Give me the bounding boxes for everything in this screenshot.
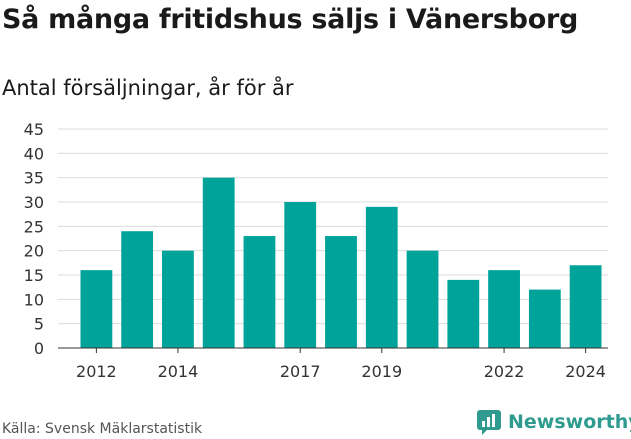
x-axis-ticks: 2012 2014 2017 2019 2022 2024 [58,347,608,381]
y-axis-ticks: 0 5 10 15 20 25 30 35 40 45 [24,120,44,358]
y-tick-label-25: 25 [24,217,44,236]
y-tick-label-40: 40 [24,144,44,163]
bar-2016 [243,236,276,348]
x-tick-label-2024: 2024 [565,362,606,381]
brand-name: Newsworthy [508,411,631,433]
bars [80,177,602,348]
bar-2019 [365,206,398,348]
x-tick-label-2012: 2012 [76,362,117,381]
y-tick-label-20: 20 [24,242,44,261]
bar-2018 [325,236,357,348]
x-tick-label-2017: 2017 [280,362,321,381]
chart-subtitle: Antal försäljningar, år för år [2,76,294,100]
x-tick-label-2019: 2019 [361,362,402,381]
bar-2017 [284,202,317,348]
y-tick-label-10: 10 [24,290,44,309]
bar-2013 [121,231,154,348]
y-tick-label-35: 35 [24,169,44,188]
newsworthy-logo: Newsworthy [476,409,631,435]
newsworthy-icon [477,410,501,435]
source-note: Källa: Svensk Mäklarstatistik [2,421,203,437]
x-tick-label-2014: 2014 [158,362,199,381]
bar-2023 [528,289,561,348]
bar-2022 [488,270,520,348]
bar-2024 [569,265,602,348]
bar-2020 [406,250,439,348]
y-tick-label-15: 15 [24,266,44,285]
x-tick-label-2022: 2022 [484,362,525,381]
y-tick-label-30: 30 [24,193,44,212]
bar-2021 [447,279,480,348]
bar-2015 [202,177,235,348]
bar-2014 [162,250,194,348]
y-tick-label-5: 5 [34,315,44,334]
y-tick-label-0: 0 [34,339,44,358]
chart-title: Så många fritidshus säljs i Vänersborg [2,4,578,35]
bar-2012 [80,270,113,348]
y-tick-label-45: 45 [24,120,44,139]
